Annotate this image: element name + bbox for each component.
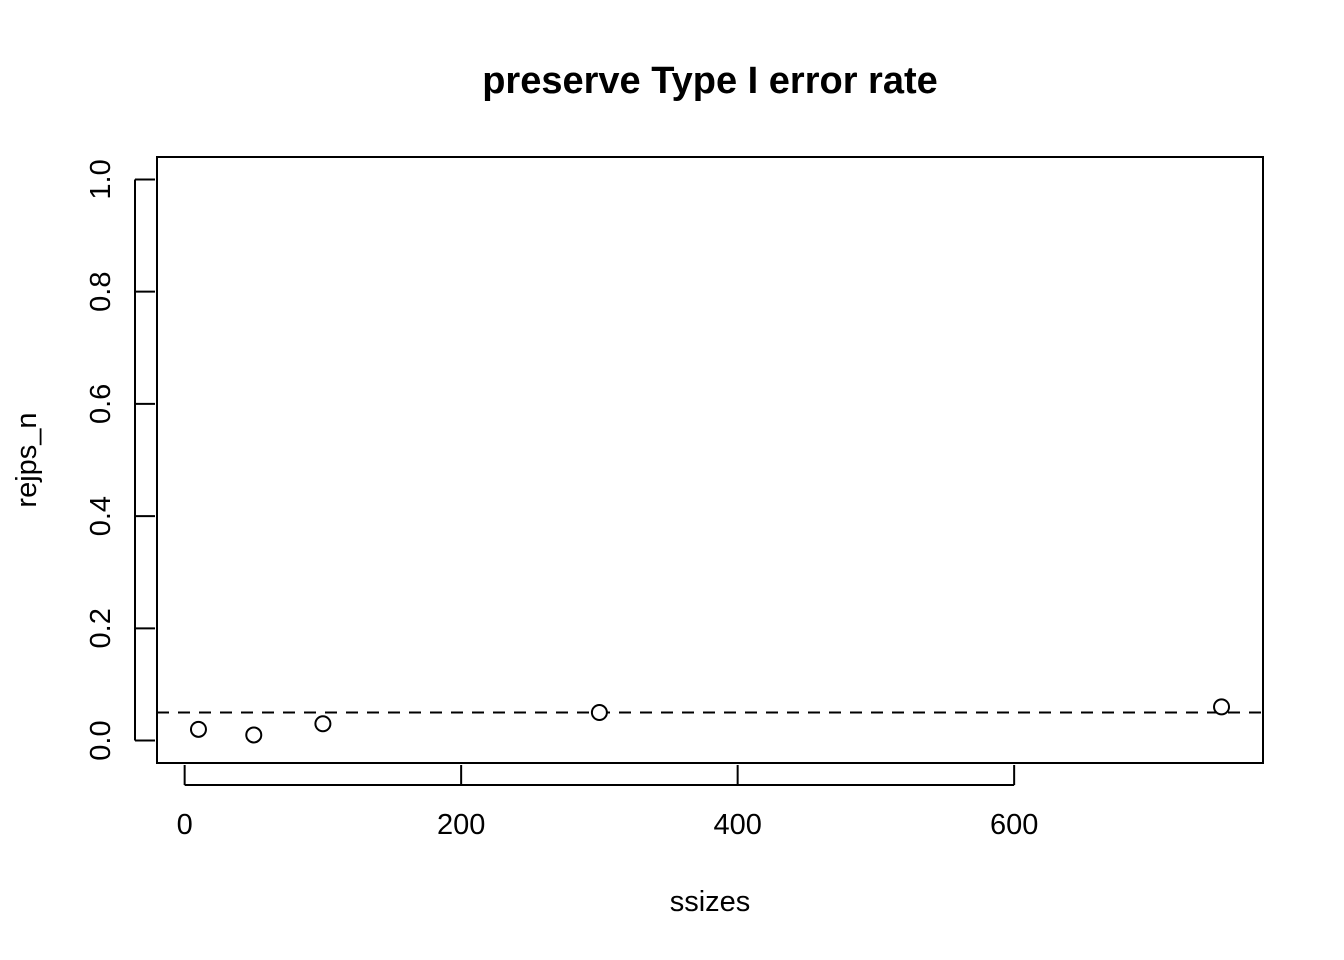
data-point: [245, 726, 263, 744]
plot-frame: [156, 156, 1264, 764]
data-point: [1213, 698, 1231, 716]
y-axis: 0.0 0.2 0.4 0.6 0.8 1.0: [85, 159, 155, 761]
chart-title: preserve Type I error rate: [482, 60, 938, 102]
x-tick-label: 600: [990, 809, 1038, 841]
data-points: [189, 698, 1231, 744]
y-axis-label: rejps_n: [11, 412, 43, 507]
x-axis-label: ssizes: [670, 886, 751, 918]
y-tick-label: 0.4: [85, 496, 117, 536]
y-tick-label: 1.0: [85, 159, 117, 199]
x-tick-label: 400: [713, 809, 761, 841]
x-axis: 0 200 400 600: [177, 765, 1038, 841]
x-tick-label: 200: [437, 809, 485, 841]
y-tick-label: 0.2: [85, 608, 117, 648]
y-tick-label: 0.8: [85, 272, 117, 312]
y-tick-label: 0.6: [85, 384, 117, 424]
data-point: [189, 720, 207, 738]
x-tick-label: 0: [177, 809, 193, 841]
y-tick-label: 0.0: [85, 720, 117, 760]
data-point: [314, 715, 332, 733]
data-point: [590, 704, 608, 721]
